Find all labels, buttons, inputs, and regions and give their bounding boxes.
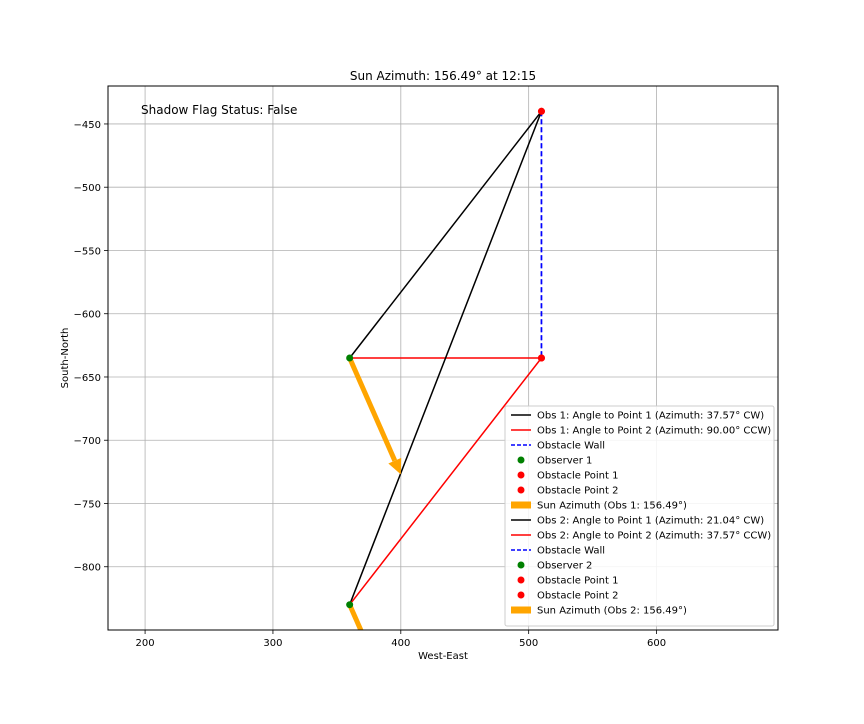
legend-label: Obstacle Wall — [537, 546, 605, 557]
legend-handle — [511, 606, 531, 614]
x-tick-label: 500 — [519, 638, 538, 649]
series-line — [349, 357, 543, 606]
y-tick-label: −700 — [74, 436, 101, 447]
y-tick-label: −500 — [74, 183, 101, 194]
x-tick-label: 200 — [136, 638, 155, 649]
sun-azimuth-arrow-shaft — [347, 356, 398, 462]
y-axis-label: South-North — [60, 328, 71, 389]
plot-area — [346, 107, 545, 630]
series-point — [346, 601, 354, 609]
y-tick-label: −550 — [74, 246, 101, 257]
x-axis-label: West-East — [418, 651, 468, 662]
shadow-flag-annotation: Shadow Flag Status: False — [141, 103, 297, 117]
y-tick-label: −800 — [74, 563, 101, 574]
series-line — [348, 111, 543, 605]
ticks: 200 300 400 500 600 −450 −500 −550 −600 −650 −700 −… — [74, 120, 667, 649]
y-tick-label: −600 — [74, 310, 101, 321]
x-tick-label: 400 — [391, 638, 410, 649]
series-point — [346, 354, 354, 362]
legend-handle — [511, 501, 531, 509]
chart-title: Sun Azimuth: 156.49° at 12:15 — [350, 69, 536, 83]
y-tick-label: −750 — [74, 499, 101, 510]
legend-handle — [517, 486, 525, 494]
legend-label: Sun Azimuth (Obs 1: 156.49°) — [537, 501, 687, 512]
sun-azimuth-arrow-head — [388, 457, 402, 475]
series-line — [349, 110, 543, 359]
legend-label: Sun Azimuth (Obs 2: 156.49°) — [537, 606, 687, 617]
legend-handle — [517, 591, 525, 599]
legend-label: Obstacle Point 2 — [537, 591, 618, 602]
legend-label: Obstacle Wall — [537, 441, 605, 452]
legend-label: Observer 2 — [537, 561, 592, 572]
legend-handle — [517, 576, 525, 584]
legend-handle — [517, 471, 525, 479]
x-tick-label: 300 — [263, 638, 282, 649]
legend-label: Obs 2: Angle to Point 2 (Azimuth: 37.57°… — [537, 531, 771, 542]
legend-label: Obs 1: Angle to Point 2 (Azimuth: 90.00°… — [537, 426, 771, 437]
legend-label: Obstacle Point 2 — [537, 486, 618, 497]
sun-azimuth-arrow-shaft — [347, 603, 364, 630]
legend-label: Obstacle Point 1 — [537, 576, 618, 587]
series-point — [537, 354, 545, 362]
y-tick-label: −450 — [74, 120, 101, 131]
y-tick-label: −650 — [74, 373, 101, 384]
legend-label: Obstacle Point 1 — [537, 471, 618, 482]
legend-handle — [517, 456, 525, 464]
legend-label: Obs 2: Angle to Point 1 (Azimuth: 21.04°… — [537, 516, 764, 527]
legend-handle — [517, 561, 525, 569]
legend-label: Observer 1 — [537, 456, 592, 467]
axes-frame — [107, 85, 779, 631]
x-tick-label: 600 — [647, 638, 666, 649]
legend: Obs 1: Angle to Point 1 (Azimuth: 37.57°… — [504, 405, 775, 627]
legend-label: Obs 1: Angle to Point 1 (Azimuth: 37.57°… — [537, 411, 764, 422]
series-point — [537, 107, 545, 115]
legend-box — [504, 405, 775, 627]
